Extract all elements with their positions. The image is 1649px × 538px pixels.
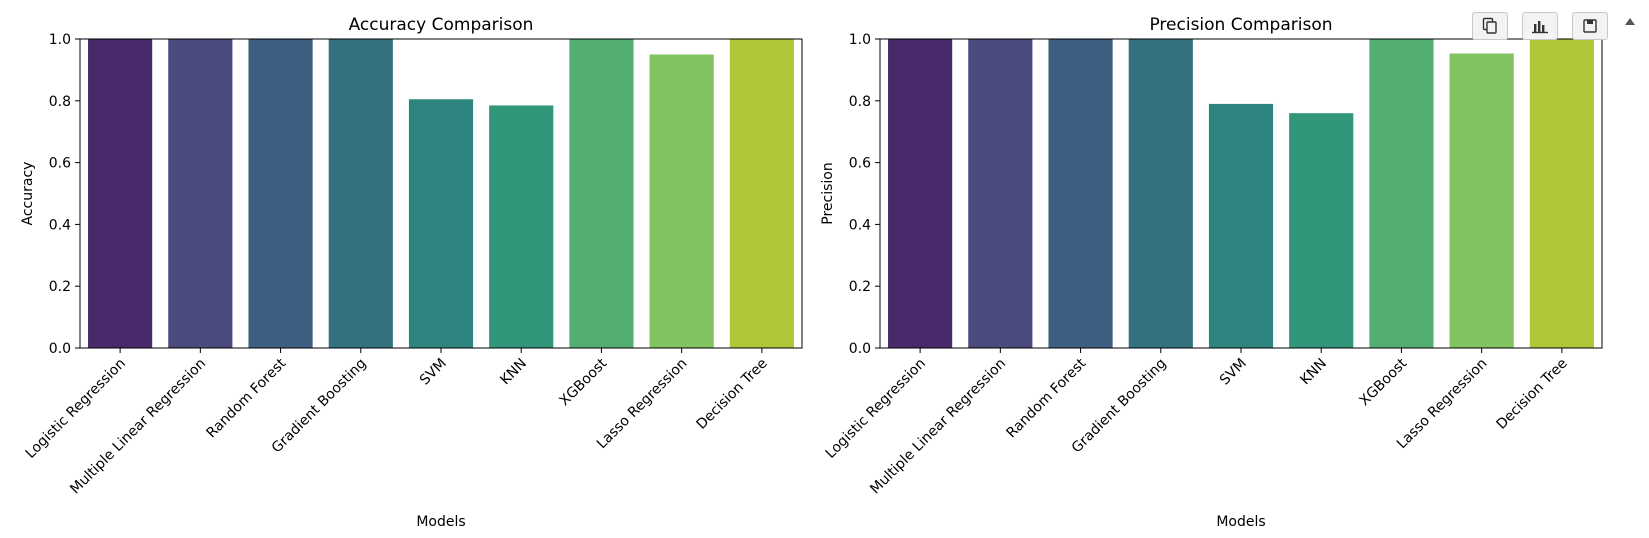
accuracy-bar-gradient-boosting xyxy=(328,39,393,348)
precision-bar-multiple-linear-regression xyxy=(968,39,1033,348)
precision-x-axis-label: Models xyxy=(1216,514,1265,530)
accuracy-xtick-label: XGBoost xyxy=(557,355,611,409)
precision-xtick-label: SVM xyxy=(1217,356,1250,389)
precision-ytick-label: 0.4 xyxy=(849,217,871,233)
chevron-up-icon xyxy=(1625,17,1635,25)
precision-xtick-label: Random Forest xyxy=(1004,355,1090,441)
accuracy-ytick-label: 0.2 xyxy=(49,279,71,295)
precision-y-axis-label: Precision xyxy=(820,162,836,224)
precision-ytick-label: 0.0 xyxy=(849,341,871,357)
accuracy-bar-xgboost xyxy=(569,39,634,348)
scroll-up-button[interactable] xyxy=(1623,15,1637,27)
copy-button[interactable] xyxy=(1472,12,1508,40)
accuracy-ytick-label: 1.0 xyxy=(49,32,71,48)
precision-bar-xgboost xyxy=(1369,39,1434,348)
precision-bar-knn xyxy=(1289,113,1354,348)
accuracy-xtick-label: Lasso Regression xyxy=(594,356,691,453)
accuracy-bar-svm xyxy=(408,99,474,348)
precision-ytick-label: 0.2 xyxy=(849,279,871,295)
accuracy-xtick-label: KNN xyxy=(497,356,530,389)
accuracy-x-axis-label: Models xyxy=(416,514,465,530)
chart-button[interactable] xyxy=(1522,12,1558,40)
precision-bar-gradient-boosting xyxy=(1128,39,1193,348)
accuracy-xtick-label: SVM xyxy=(417,356,450,389)
precision-xtick-label: Lasso Regression xyxy=(1394,356,1491,453)
accuracy-xtick-label: Random Forest xyxy=(204,355,290,441)
accuracy-y-axis-label: Accuracy xyxy=(20,162,36,226)
accuracy-chart-title: Accuracy Comparison xyxy=(349,15,534,35)
accuracy-bar-lasso-regression xyxy=(649,54,714,348)
accuracy-ytick-label: 0.0 xyxy=(49,341,71,357)
precision-xtick-label: KNN xyxy=(1297,356,1330,389)
copy-icon xyxy=(1482,17,1497,34)
precision-xtick-label: Multiple Linear Regression xyxy=(867,356,1009,498)
accuracy-xtick-label: Decision Tree xyxy=(693,356,770,433)
accuracy-bar-knn xyxy=(489,105,554,348)
precision-ytick-label: 0.6 xyxy=(849,156,871,172)
accuracy-ytick-label: 0.6 xyxy=(49,156,71,172)
accuracy-ytick-label: 0.4 xyxy=(49,217,71,233)
save-icon xyxy=(1583,19,1597,33)
precision-ytick-label: 1.0 xyxy=(849,32,871,48)
accuracy-ytick-label: 0.8 xyxy=(49,94,71,110)
precision-bar-random-forest xyxy=(1048,39,1113,348)
accuracy-bar-logistic-regression xyxy=(88,39,153,348)
output-toolbar xyxy=(1472,12,1608,40)
precision-bar-svm xyxy=(1208,103,1274,348)
accuracy-bar-decision-tree xyxy=(729,39,794,348)
accuracy-bar-multiple-linear-regression xyxy=(168,39,233,348)
accuracy-bar-random-forest xyxy=(248,39,313,348)
save-button[interactable] xyxy=(1572,12,1608,40)
precision-chart-title: Precision Comparison xyxy=(1149,15,1332,35)
accuracy-xtick-label: Multiple Linear Regression xyxy=(67,356,209,498)
precision-ytick-label: 0.8 xyxy=(849,94,871,110)
precision-xtick-label: XGBoost xyxy=(1357,355,1411,409)
chart-icon xyxy=(1532,21,1548,34)
precision-bar-decision-tree xyxy=(1529,39,1594,348)
precision-xtick-label: Decision Tree xyxy=(1493,356,1570,433)
precision-bar-logistic-regression xyxy=(888,39,953,348)
precision-bar-lasso-regression xyxy=(1449,53,1514,349)
